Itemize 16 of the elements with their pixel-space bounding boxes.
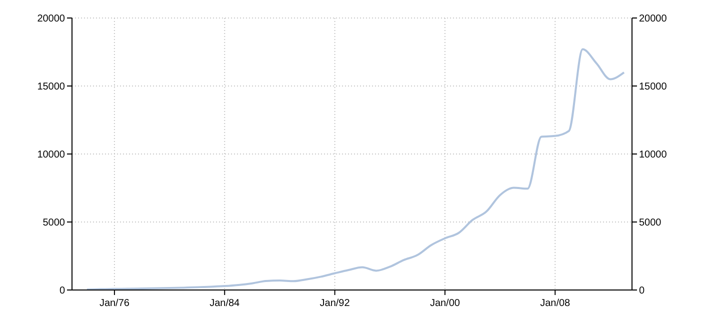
y-tick-label: 15000 [37,82,66,92]
x-tick-label: Jan/08 [540,298,571,309]
y2-tick-label: 15000 [639,82,668,92]
y2-tick-label: 20000 [639,14,668,24]
x-tick-label: Jan/76 [99,298,130,309]
y-tick-label: 20000 [37,14,66,24]
y-tick-label: 5000 [42,218,66,228]
y2-tick-label: 5000 [639,218,662,228]
y2-tick-label: 0 [639,286,645,296]
x-tick-label: Jan/92 [320,298,350,309]
y-tick-label: 0 [59,286,66,296]
y2-tick-label: 10000 [639,150,668,160]
x-tick-label: Jan/00 [430,298,460,309]
x-tick-label: Jan/84 [210,298,240,309]
line-series [86,48,626,290]
y-tick-label: 10000 [37,150,66,160]
